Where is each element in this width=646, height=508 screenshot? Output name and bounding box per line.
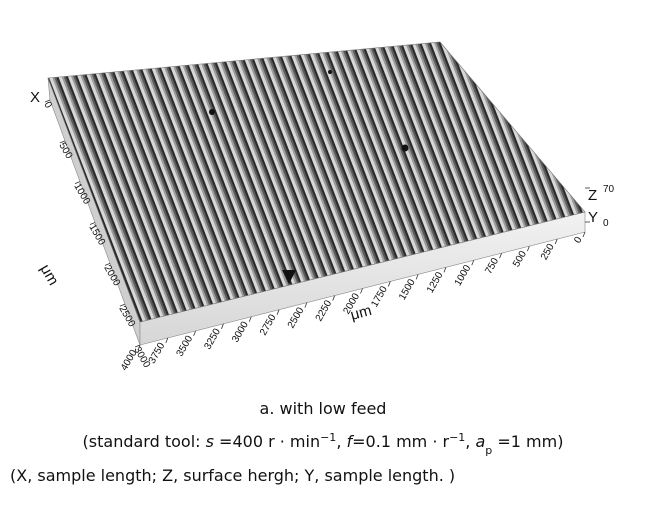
y-tick-label: 1750 (369, 284, 390, 309)
caption-segment: f (346, 432, 354, 451)
caption-segment: , (336, 432, 346, 451)
caption-line: (standard tool: s =400 r · min−1, f=0.1 … (83, 431, 564, 457)
x-tick (134, 344, 141, 348)
y-tick (499, 253, 502, 259)
defect (209, 109, 215, 115)
y-tick-label: 2500 (286, 305, 307, 330)
y-tick-label: 0 (572, 235, 585, 246)
x-tick (74, 181, 81, 185)
y-tick (360, 288, 363, 294)
y-tick-label: 1250 (425, 270, 446, 295)
y-tick (137, 344, 141, 351)
x-tick (89, 222, 96, 225)
y-tick-label: 250 (539, 242, 557, 262)
x-axis-label: X (30, 89, 40, 106)
y-tick (415, 274, 419, 280)
caption-segment: =400 r · min (214, 432, 320, 451)
y-tick-label: 500 (511, 249, 529, 269)
y-tick-label: 2250 (314, 298, 335, 323)
caption-segment: −1 (320, 431, 336, 444)
x-tick (104, 262, 111, 266)
caption-segment: p (485, 444, 492, 457)
surface (47, 41, 586, 323)
caption-line: (X, sample length; Z, surface hergh; Y, … (10, 466, 455, 485)
y-tick (582, 231, 586, 238)
y-tick (276, 309, 280, 315)
x-tick-label: 0 (41, 100, 54, 111)
y-axis-label: Y (588, 209, 598, 226)
x-tick (119, 303, 126, 307)
defect (282, 270, 296, 284)
x-tick (44, 99, 51, 103)
caption-segment: =0.1 mm · r (352, 432, 449, 451)
caption-segment: , (465, 432, 475, 451)
y-tick-label: 1500 (397, 277, 418, 302)
caption-title: a. with low feed (260, 399, 387, 418)
y-tick-label: 2750 (258, 312, 279, 337)
y-unit: μm (349, 302, 374, 324)
defect (328, 70, 332, 74)
z-tick-label: 0 (603, 218, 609, 229)
y-tick (527, 245, 530, 252)
defect (401, 144, 409, 152)
z-tick-label: 70 (603, 184, 615, 195)
y-tick (554, 238, 558, 245)
y-tick-label: 3000 (230, 319, 251, 344)
y-tick-label: 3750 (147, 341, 168, 366)
y-tick (332, 295, 336, 301)
x-tick (59, 140, 66, 144)
y-tick-label: 750 (483, 256, 501, 276)
x-unit: μm (37, 262, 62, 289)
y-tick (304, 302, 308, 308)
caption-segment: (standard tool: (83, 432, 206, 451)
y-tick-label: 3250 (202, 326, 223, 351)
z-axis-label: Z (588, 187, 597, 204)
caption-segment: s (206, 432, 214, 451)
y-tick-label: 3500 (175, 333, 196, 358)
caption-segment: −1 (449, 431, 465, 444)
y-tick (248, 316, 252, 322)
caption-segment: =1 mm) (492, 432, 563, 451)
y-tick-label: 1000 (453, 263, 474, 288)
y-tick (387, 281, 391, 287)
y-tick (193, 330, 196, 337)
y-tick (221, 323, 224, 329)
y-tick (443, 267, 447, 273)
y-tick (471, 260, 475, 266)
caption-segment: a (475, 432, 485, 451)
y-tick (165, 337, 169, 344)
